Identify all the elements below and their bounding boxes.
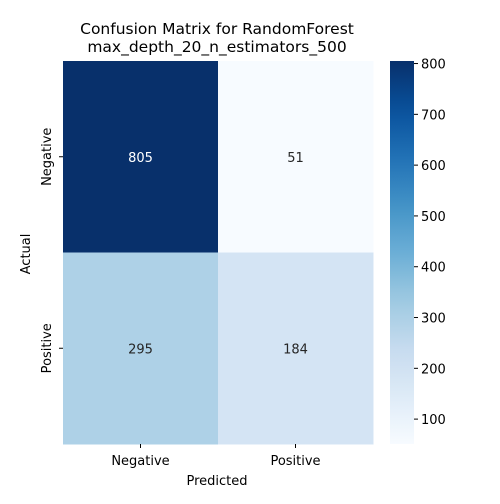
colorbar xyxy=(390,61,414,444)
x-axis-ticks: Negative Positive xyxy=(111,444,321,469)
y-axis-label: Actual xyxy=(19,234,34,275)
y-axis-ticks: Negative Positive xyxy=(40,128,63,373)
colorbar-tick-label: 700 xyxy=(421,108,446,123)
heatmap-cell xyxy=(218,61,374,253)
cell-value-label: 51 xyxy=(287,151,304,166)
colorbar-tick-label: 400 xyxy=(421,261,446,276)
colorbar-tick-label: 300 xyxy=(421,312,446,327)
colorbar-tick-label: 500 xyxy=(421,210,446,225)
colorbar-tick-label: 800 xyxy=(421,58,446,73)
y-tick-label: Positive xyxy=(40,323,55,373)
chart-title-line-1: Confusion Matrix for RandomForest xyxy=(80,20,354,38)
heatmap-cells: 805 51 295 184 xyxy=(63,61,374,445)
x-axis-label: Predicted xyxy=(186,474,247,489)
colorbar-tick-label: 200 xyxy=(421,362,446,377)
cell-value-label: 184 xyxy=(283,342,308,357)
colorbar-tick-label: 100 xyxy=(421,413,446,428)
cell-value-label: 295 xyxy=(128,342,153,357)
colorbar-tick-label: 600 xyxy=(421,159,446,174)
heatmap-cell xyxy=(63,61,219,253)
cell-value-label: 805 xyxy=(128,151,153,166)
colorbar-ticks: 100 200 300 400 500 600 700 800 xyxy=(414,58,446,428)
heatmap-cell xyxy=(63,252,219,445)
heatmap-cell xyxy=(218,252,374,445)
y-tick-label: Negative xyxy=(40,128,55,186)
x-tick-label: Negative xyxy=(111,454,169,469)
x-tick-label: Positive xyxy=(270,454,320,469)
chart-title-line-2: max_depth_20_n_estimators_500 xyxy=(87,38,346,57)
